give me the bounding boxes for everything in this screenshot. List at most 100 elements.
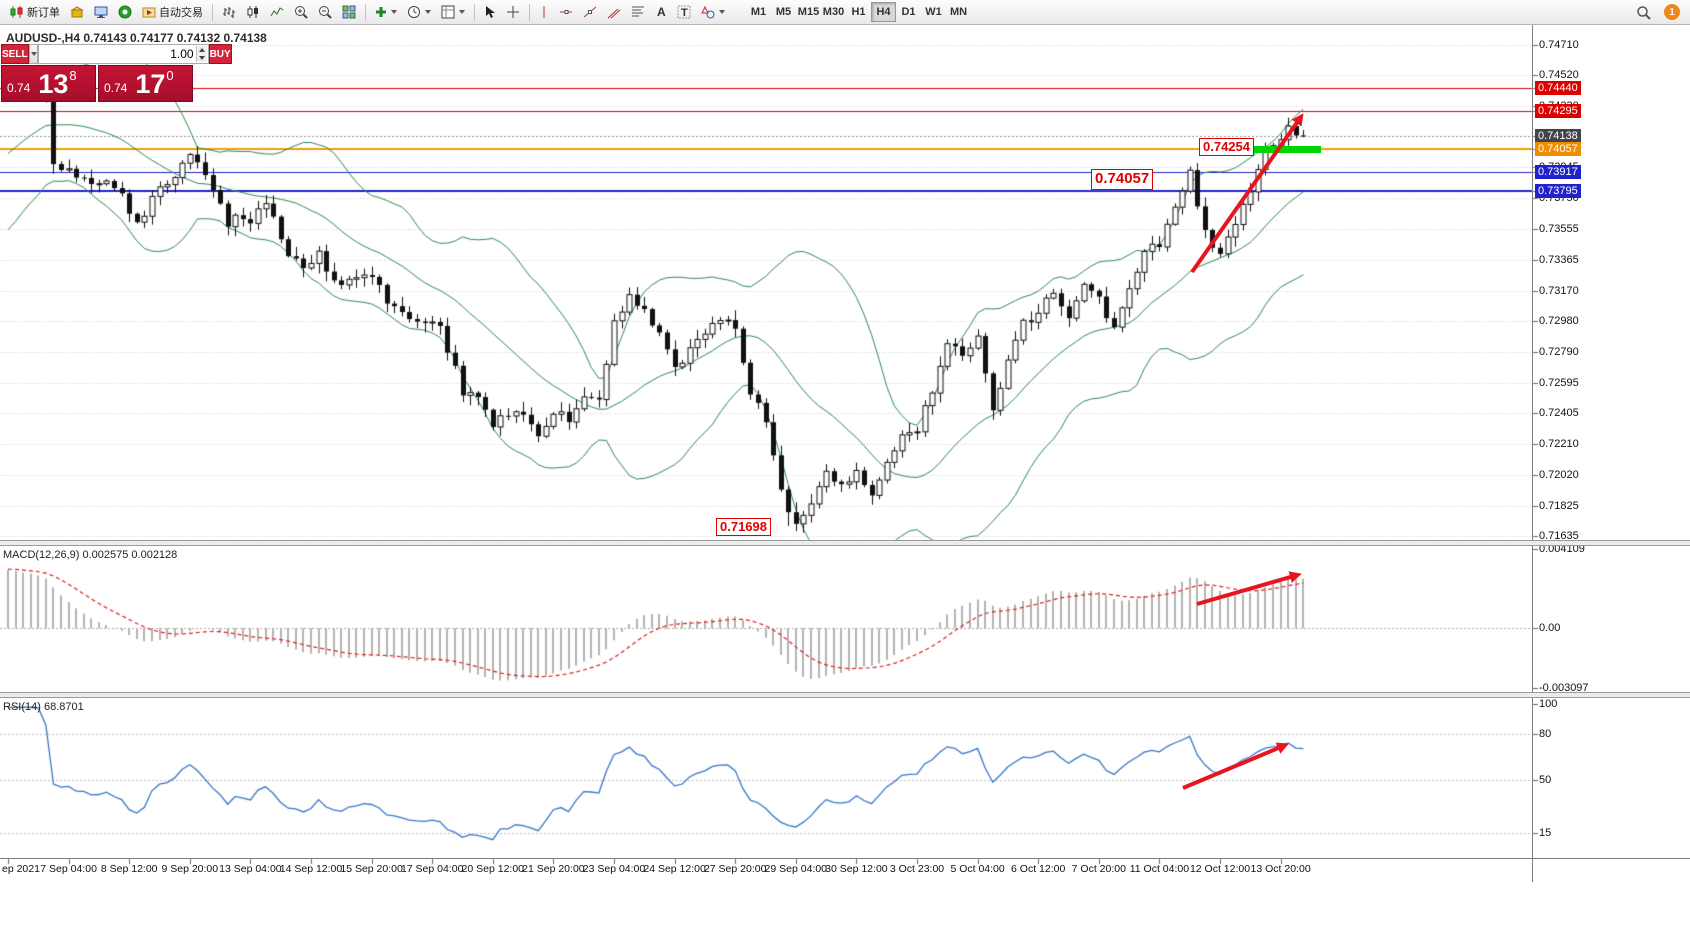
time-axis-label: 15 Sep 20:00 — [340, 863, 403, 875]
price-axis-label: 0.73365 — [1539, 253, 1579, 266]
templates-icon — [441, 5, 455, 19]
rsi-panel-title: RSI(14) 68.8701 — [3, 701, 84, 713]
time-axis-label: 21 Sep 20:00 — [522, 863, 585, 875]
autotrade-button[interactable]: 自动交易 — [137, 2, 208, 23]
macd-axis-label: 0.00 — [1539, 622, 1561, 635]
monitor-icon — [94, 6, 108, 18]
label-icon: T — [677, 5, 691, 19]
timeframe-m30-button[interactable]: M30 — [821, 2, 846, 22]
timeframe-w1-button[interactable]: W1 — [921, 2, 946, 22]
cursor-button[interactable] — [479, 2, 501, 23]
volume-options-button[interactable] — [28, 44, 38, 64]
notification-badge[interactable]: 1 — [1664, 4, 1680, 20]
svg-text:A: A — [657, 5, 666, 19]
price-label-object[interactable]: 0.74254 — [1199, 138, 1254, 157]
price-axis-badge: 0.74440 — [1535, 81, 1581, 96]
time-axis-label: 14 Sep 12:00 — [279, 863, 343, 875]
toolbar-separator — [212, 3, 213, 21]
spin-up-icon — [198, 48, 205, 52]
price-axis-label: 0.73170 — [1539, 284, 1579, 297]
buy-price-button[interactable]: 0.74 17 0 — [98, 65, 193, 102]
timeframe-mn-button[interactable]: MN — [946, 2, 971, 22]
chevron-down-icon — [391, 10, 397, 14]
macd-panel-title: MACD(12,26,9) 0.002575 0.002128 — [3, 549, 178, 561]
time-axis-label: 27 Sep 20:00 — [703, 863, 767, 875]
market-watch-button[interactable] — [89, 2, 113, 23]
trendline-icon — [583, 6, 597, 18]
price-label-object[interactable]: 0.71698 — [716, 518, 771, 537]
bar-chart-icon — [223, 7, 235, 18]
templates-button[interactable] — [436, 2, 470, 23]
support-button[interactable] — [113, 2, 137, 23]
volume-spinner[interactable] — [195, 46, 207, 62]
price-axis-label: 0.72595 — [1539, 376, 1579, 389]
horizontal-line-button[interactable] — [554, 2, 578, 23]
price-axis-label: 0.74520 — [1539, 69, 1579, 82]
tile-windows-button[interactable] — [337, 2, 361, 23]
macd-axis-label: 0.004109 — [1539, 543, 1585, 555]
timeframe-h1-button[interactable]: H1 — [846, 2, 871, 22]
shapes-button[interactable] — [696, 2, 730, 23]
timeframe-m5-button[interactable]: M5 — [771, 2, 796, 22]
spin-down-icon — [198, 56, 205, 60]
bar-chart-type-button[interactable] — [217, 2, 241, 23]
chevron-down-icon — [719, 10, 725, 14]
volume-input[interactable] — [38, 45, 208, 63]
timeframe-m15-button[interactable]: M15 — [796, 2, 821, 22]
timeframe-h4-button[interactable]: H4 — [871, 2, 896, 22]
buy-price-pips: 17 — [135, 68, 166, 99]
shapes-icon — [701, 5, 715, 19]
chart-profile-button[interactable] — [65, 2, 89, 23]
trendline-button[interactable] — [578, 2, 602, 23]
sell-price-button[interactable]: 0.74 13 8 — [1, 65, 96, 102]
candlestick-type-button[interactable] — [241, 2, 265, 23]
time-axis-label: 9 Sep 20:00 — [161, 863, 219, 875]
label-tool-button[interactable]: T — [672, 2, 696, 23]
zoom-out-icon — [319, 6, 332, 19]
time-axis-label: ep 2021 — [2, 863, 40, 875]
equidistant-channel-icon — [607, 8, 621, 19]
search-button[interactable] — [1631, 2, 1656, 23]
time-axis-label: 6 Oct 12:00 — [1011, 863, 1066, 875]
autotrade-icon — [142, 7, 156, 18]
trade-panel-price-row: 0.74 13 8 0.74 17 0 — [1, 65, 193, 102]
main-toolbar: 新订单 自动交易 — [0, 0, 1690, 25]
price-axis-badge: 0.74138 — [1535, 129, 1581, 144]
search-icon — [1637, 5, 1651, 20]
time-axis-label: 3 Oct 23:00 — [889, 863, 945, 875]
buy-price-point: 0 — [166, 68, 174, 83]
indicators-button[interactable] — [370, 2, 402, 23]
buy-button[interactable]: BUY — [208, 44, 232, 64]
sell-button[interactable]: SELL — [1, 44, 29, 64]
zoom-out-button[interactable] — [313, 2, 337, 23]
panel-splitter[interactable] — [0, 540, 1690, 546]
price-axis-badge: 0.74295 — [1535, 104, 1581, 119]
timeframe-m1-button[interactable]: M1 — [746, 2, 771, 22]
price-label-object[interactable]: 0.74057 — [1091, 169, 1154, 190]
time-axis[interactable]: ep 2021 7 Sep 04:00 8 Sep 12:00 9 Sep 20:00… — [0, 858, 1690, 882]
fibonacci-button[interactable] — [626, 2, 650, 23]
price-axis[interactable]: 0.747100.745200.743300.739450.737500.735… — [1532, 25, 1690, 882]
indicators-add-icon — [376, 7, 386, 17]
panel-splitter[interactable] — [0, 692, 1690, 698]
toolbar-separator — [365, 3, 366, 21]
sell-price-point: 8 — [69, 68, 77, 83]
fibonacci-icon — [632, 6, 644, 17]
time-axis-label: 24 Sep 12:00 — [643, 863, 706, 875]
crosshair-button[interactable] — [501, 2, 525, 23]
text-tool-button[interactable]: A — [650, 2, 672, 23]
line-chart-type-button[interactable] — [265, 2, 289, 23]
notification-count: 1 — [1669, 6, 1675, 18]
time-axis-label: 5 Oct 04:00 — [950, 863, 1005, 875]
new-order-button[interactable]: 新订单 — [4, 2, 65, 23]
timeframe-toolbar: M1 M5 M15 M30 H1 H4 D1 W1 MN — [746, 2, 971, 22]
buy-price-prefix: 0.74 — [104, 81, 128, 95]
vertical-line-button[interactable] — [534, 2, 554, 23]
channel-button[interactable] — [602, 2, 626, 23]
periods-button[interactable] — [402, 2, 436, 23]
zoom-in-button[interactable] — [289, 2, 313, 23]
tile-windows-icon — [342, 5, 356, 19]
timeframe-d1-button[interactable]: D1 — [896, 2, 921, 22]
